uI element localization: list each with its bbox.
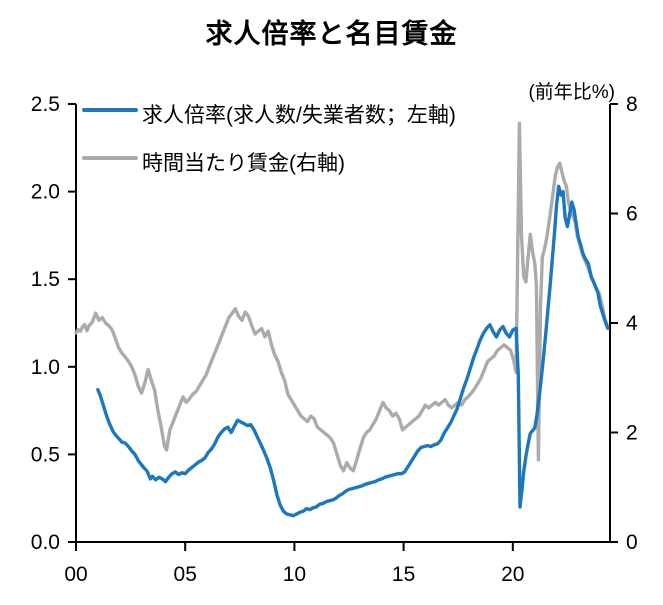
hourly-wage-legend-label: 時間当たり賃金(右軸) xyxy=(142,152,345,175)
right-axis-tick-label: 0 xyxy=(626,531,638,554)
hourly-wage-legend-line xyxy=(82,156,138,160)
right-axis-tick-label: 6 xyxy=(626,203,638,226)
left-axis-tick-label: 2.5 xyxy=(31,93,60,116)
x-axis-tick-label: 20 xyxy=(501,563,524,586)
chart-title: 求人倍率と名目賃金 xyxy=(205,19,458,49)
right-axis-unit-label: (前年比%) xyxy=(528,82,615,103)
vacancy-ratio-line xyxy=(96,184,610,518)
left-axis-tick-label: 2.0 xyxy=(31,181,60,204)
x-axis-tick-label: 15 xyxy=(392,563,415,586)
right-axis-tick-label: 2 xyxy=(626,422,638,445)
left-axis-tick-label: 0.5 xyxy=(31,443,60,466)
x-axis-tick-label: 00 xyxy=(64,563,87,586)
left-axis-tick-label: 0.0 xyxy=(31,531,60,554)
left-axis-tick-label: 1.5 xyxy=(31,268,60,291)
hourly-wage-line xyxy=(74,121,610,473)
right-axis-tick-label: 8 xyxy=(626,93,638,116)
left-axis-tick-label: 1.0 xyxy=(31,356,60,379)
vacancy-ratio-legend-line xyxy=(82,108,138,112)
vacancy-ratio-legend-label: 求人倍率(求人数/失業者数；左軸) xyxy=(142,104,456,127)
x-axis-tick-label: 10 xyxy=(283,563,306,586)
right-axis-tick-label: 4 xyxy=(626,312,638,335)
x-axis-tick-label: 05 xyxy=(174,563,197,586)
